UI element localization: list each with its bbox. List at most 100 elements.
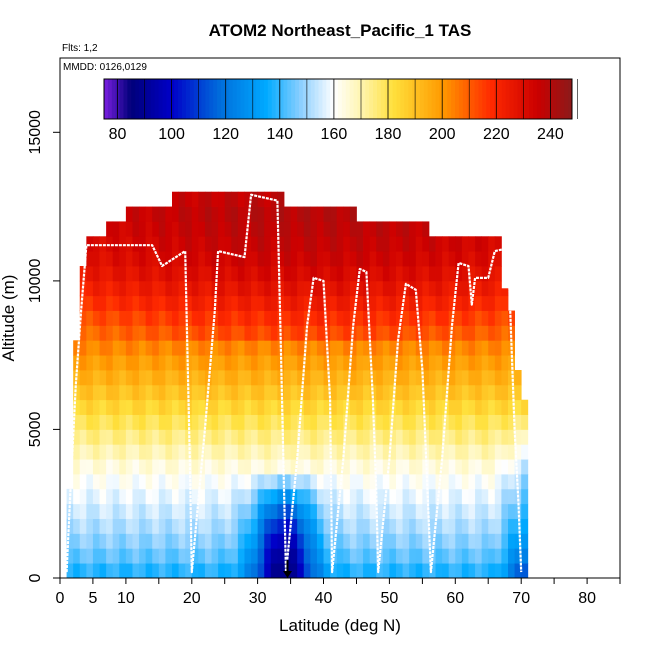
tas-cell [310, 503, 318, 519]
tas-cell [428, 370, 436, 386]
tas-cell [112, 429, 120, 445]
colorbar-segment [505, 79, 511, 119]
tas-cell [125, 548, 133, 564]
tas-cell [237, 221, 245, 237]
tas-cell [99, 488, 107, 505]
tas-cell [290, 251, 298, 267]
tas-cell [442, 444, 450, 460]
colorbar-segment [349, 79, 355, 119]
tas-cell [277, 488, 285, 505]
tas-cell [468, 266, 476, 282]
tas-cell [343, 503, 351, 519]
tas-cell [323, 414, 331, 430]
tas-cell [185, 325, 193, 341]
tas-cell [211, 503, 219, 519]
tas-cell [376, 295, 384, 311]
tas-cell [152, 236, 160, 252]
tas-cell [402, 384, 410, 401]
tas-cell [132, 444, 140, 460]
tas-cell [92, 355, 100, 371]
tas-cell [336, 518, 344, 534]
tas-cell [297, 474, 305, 490]
tas-cell [244, 295, 252, 311]
tas-cell [428, 399, 436, 415]
tas-cell [172, 266, 179, 282]
tas-cell [139, 429, 147, 445]
tas-cell [303, 384, 311, 401]
tas-cell [501, 370, 509, 386]
tas-cell [435, 518, 443, 534]
colorbar-segment [365, 79, 370, 119]
colorbar-segment [568, 79, 573, 119]
tas-cell [422, 355, 430, 371]
tas-cell [428, 310, 436, 326]
tas-cell [277, 429, 285, 445]
tas-cell [86, 370, 94, 386]
tas-cell [514, 370, 522, 386]
tas-cell [191, 340, 199, 356]
tas-cell [92, 444, 100, 460]
tas-cell [99, 236, 107, 252]
tas-cell [501, 533, 509, 549]
tas-cell [343, 266, 351, 282]
tas-cell [382, 474, 390, 490]
tas-cell [185, 474, 193, 490]
x-tick-label: 40 [315, 590, 333, 607]
tas-cell [356, 325, 364, 341]
tas-cell [396, 503, 403, 519]
tas-cell [86, 295, 94, 311]
tas-cell [86, 325, 94, 341]
tas-cell [237, 280, 245, 297]
tas-cell [475, 310, 483, 326]
tas-cell [369, 325, 377, 341]
tas-cell [244, 533, 252, 549]
tas-cell [481, 310, 489, 326]
tas-cell [376, 459, 384, 475]
tas-cell [237, 325, 245, 341]
tas-cell [132, 518, 140, 534]
tas-cell [165, 221, 173, 237]
tas-cell [468, 459, 476, 475]
tas-cell [66, 488, 74, 505]
tas-cell [382, 340, 390, 356]
tas-cell [139, 370, 147, 386]
tas-cell [475, 503, 483, 519]
tas-cell [172, 518, 179, 534]
tas-cell [211, 533, 219, 549]
tas-cell [323, 459, 331, 475]
tas-cell [198, 191, 206, 207]
tas-cell [396, 548, 403, 564]
tas-cell [231, 295, 239, 311]
tas-cell [224, 518, 232, 534]
tas-cell [521, 548, 529, 564]
tas-cell [316, 355, 324, 371]
tas-cell [415, 370, 423, 386]
tas-cell [316, 533, 324, 549]
tas-cell [316, 295, 324, 311]
tas-cell [402, 236, 410, 252]
tas-cell [343, 325, 351, 341]
colorbar-segment [529, 79, 534, 119]
tas-cell [363, 370, 371, 386]
tas-cell [119, 355, 127, 371]
tas-cell [204, 355, 212, 371]
y-axis-label: Altitude (m) [0, 275, 18, 362]
tas-cell [178, 488, 186, 505]
tas-cell [521, 563, 529, 578]
tas-cell [323, 221, 331, 237]
tas-cell [330, 355, 338, 371]
tas-cell [224, 280, 232, 297]
tas-cell [244, 488, 252, 505]
tas-cell [435, 280, 443, 297]
tas-cell [422, 414, 430, 430]
tas-cell [356, 221, 364, 237]
tas-cell [376, 251, 384, 267]
tas-cell [237, 474, 245, 490]
tas-cell [303, 355, 311, 371]
tas-cell [112, 325, 120, 341]
tas-cell [66, 518, 74, 534]
tas-cell [178, 340, 186, 356]
tas-cell [481, 370, 489, 386]
tas-cell [290, 355, 298, 371]
tas-cell [198, 533, 206, 549]
